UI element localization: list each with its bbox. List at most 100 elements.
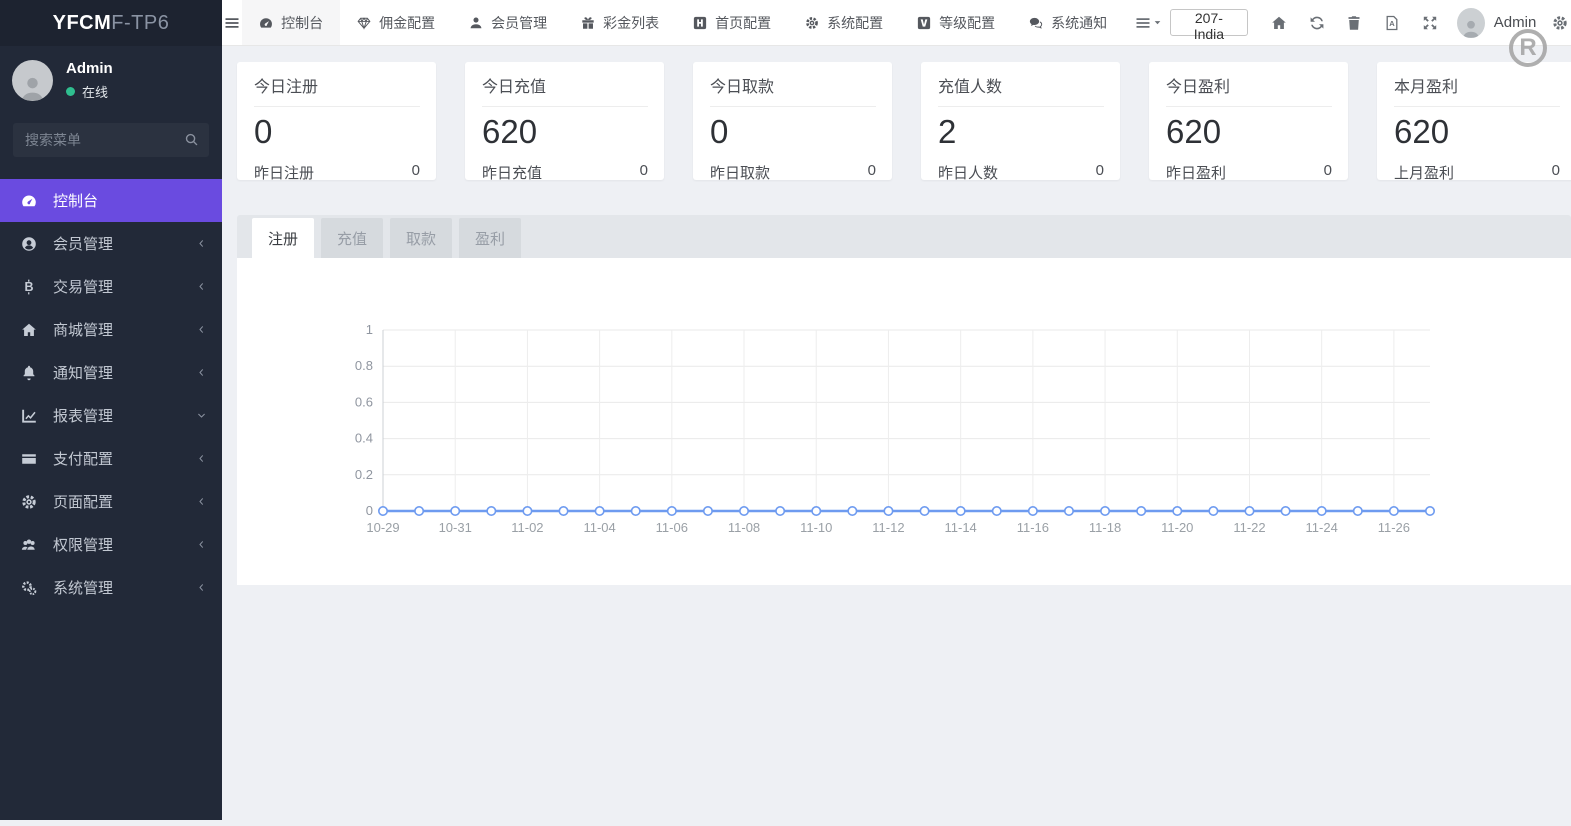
topbar-item-member-manage[interactable]: 会员管理 xyxy=(452,0,564,45)
caret-down-icon[interactable] xyxy=(1153,18,1162,27)
search-icon[interactable] xyxy=(184,132,199,152)
sidebar-item-trade[interactable]: B 交易管理 xyxy=(0,265,222,308)
chevron-left-icon xyxy=(196,238,207,249)
stat-card-sub-value: 0 xyxy=(411,161,420,179)
tab-recharge[interactable]: 充值 xyxy=(321,218,384,258)
stat-card-title: 今日取款 xyxy=(710,79,775,96)
translate-icon[interactable]: A xyxy=(1373,15,1411,31)
refresh-icon[interactable] xyxy=(1298,15,1336,31)
topbar-item-commission[interactable]: 佣金配置 xyxy=(340,0,452,45)
stat-card-divider xyxy=(1394,106,1560,107)
settings-gear-icon[interactable] xyxy=(1552,15,1571,31)
sidebar-item-system[interactable]: 系统管理 xyxy=(0,566,222,609)
sidebar-item-report[interactable]: 报表管理 xyxy=(0,394,222,437)
tab-profit[interactable]: 盈利 xyxy=(459,218,522,258)
stat-card-sub-label: 昨日注册 xyxy=(254,164,315,182)
topbar-item-label: 系统通知 xyxy=(1051,14,1108,31)
topbar-menu: 控制台 佣金配置 会员管理 彩金列表 首页配置 系统配置 等级配置 系统通知 xyxy=(242,0,1124,45)
svg-text:0.2: 0.2 xyxy=(355,467,373,482)
stat-card-title: 本月盈利 xyxy=(1394,79,1459,96)
svg-text:0.8: 0.8 xyxy=(355,358,373,373)
app-logo[interactable]: YFCM F-TP6 xyxy=(0,0,222,46)
avatar[interactable] xyxy=(12,60,53,101)
topbar-item-label: 会员管理 xyxy=(491,14,548,31)
tab-withdraw[interactable]: 取款 xyxy=(390,218,453,258)
site-selector-button[interactable]: 207-India xyxy=(1169,9,1248,42)
tabs-list-icon[interactable] xyxy=(1124,15,1162,31)
stat-card-sub-label: 昨日取款 xyxy=(710,164,771,182)
sidebar-item-page[interactable]: 页面配置 xyxy=(0,480,222,523)
credit-card-icon xyxy=(21,451,40,467)
logo-text-bold: YFCM xyxy=(52,11,112,34)
sidebar-item-permission[interactable]: 权限管理 xyxy=(0,523,222,566)
stat-card-title: 充值人数 xyxy=(938,79,1003,96)
user-avatar[interactable] xyxy=(1457,7,1485,38)
svg-text:B: B xyxy=(24,280,33,294)
user-circle-icon xyxy=(21,236,40,252)
sidebar-item-member[interactable]: 会员管理 xyxy=(0,222,222,265)
topbar-item-label: 首页配置 xyxy=(715,14,772,31)
user-status: 在线 xyxy=(66,82,113,101)
v-square-icon xyxy=(917,16,931,30)
logo-text-rest: F-TP6 xyxy=(111,11,170,34)
topbar-item-label: 彩金列表 xyxy=(603,14,660,31)
stat-card-sub-value: 0 xyxy=(1323,161,1332,179)
stat-card-divider xyxy=(1166,106,1332,107)
topbar-user-name[interactable]: Admin xyxy=(1493,14,1537,31)
stat-card-divider xyxy=(482,106,648,107)
sidebar-item-dashboard[interactable]: 控制台 xyxy=(0,179,222,222)
stats-panel: 注册 充值 取款 盈利 0 0.2 0.4 0.6 0.8 1 10-29 10-31 11-02 11… xyxy=(237,215,1571,585)
chevron-down-icon xyxy=(196,410,207,421)
users-icon xyxy=(21,537,40,553)
online-dot-icon xyxy=(66,87,75,96)
gift-icon xyxy=(581,16,595,30)
sidebar-toggle-button[interactable] xyxy=(222,0,242,45)
sidebar-item-notice[interactable]: 通知管理 xyxy=(0,351,222,394)
svg-text:11-22: 11-22 xyxy=(1233,520,1265,535)
menu-search xyxy=(13,123,209,157)
chevron-left-icon xyxy=(196,496,207,507)
topbar-item-label: 系统配置 xyxy=(827,14,884,31)
sidebar-item-label: 报表管理 xyxy=(53,408,114,425)
stat-card-footer: 上月盈利 0 xyxy=(1394,162,1560,183)
sidebar-item-label: 页面配置 xyxy=(53,494,114,511)
topbar-right: 207-India A Admin xyxy=(1124,0,1571,45)
chevron-left-icon xyxy=(196,582,207,593)
svg-text:0.6: 0.6 xyxy=(355,394,373,409)
stat-card-today-withdraw: 今日取款 0 昨日取款 0 xyxy=(693,62,892,182)
sidebar-item-label: 控制台 xyxy=(53,193,99,210)
topbar-item-bonus-list[interactable]: 彩金列表 xyxy=(564,0,676,45)
chevron-left-icon xyxy=(196,367,207,378)
stat-card-sub-value: 0 xyxy=(867,161,876,179)
cogs-icon xyxy=(21,580,40,596)
sidebar-item-payment[interactable]: 支付配置 xyxy=(0,437,222,480)
topbar-item-system-config[interactable]: 系统配置 xyxy=(788,0,900,45)
stat-card-sub-value: 0 xyxy=(1095,161,1104,179)
svg-text:11-20: 11-20 xyxy=(1161,520,1193,535)
svg-text:11-18: 11-18 xyxy=(1089,520,1121,535)
tachometer-icon xyxy=(21,193,40,209)
sidebar-item-mall[interactable]: 商城管理 xyxy=(0,308,222,351)
sidebar-item-label: 通知管理 xyxy=(53,365,114,382)
stat-card-divider xyxy=(710,106,876,107)
gear-icon xyxy=(21,494,40,510)
svg-text:10-31: 10-31 xyxy=(439,520,472,535)
topbar-item-dashboard[interactable]: 控制台 xyxy=(242,0,341,45)
svg-text:11-10: 11-10 xyxy=(800,520,832,535)
topbar-item-label: 控制台 xyxy=(281,14,324,31)
home-icon[interactable] xyxy=(1260,15,1298,31)
tab-register[interactable]: 注册 xyxy=(252,218,315,258)
svg-text:11-02: 11-02 xyxy=(511,520,543,535)
topbar-item-system-notice[interactable]: 系统通知 xyxy=(1012,0,1124,45)
trash-icon[interactable] xyxy=(1336,15,1374,31)
sidebar-item-label: 商城管理 xyxy=(53,322,114,339)
registrations-line-chart: 0 0.2 0.4 0.6 0.8 1 10-29 10-31 11-02 11-04 11-06 1… xyxy=(355,322,1436,535)
bell-icon xyxy=(21,365,40,381)
gear-icon xyxy=(805,16,819,30)
fullscreen-icon[interactable] xyxy=(1411,15,1449,31)
search-input[interactable] xyxy=(13,123,209,157)
topbar-item-level-config[interactable]: 等级配置 xyxy=(900,0,1012,45)
topbar-item-home-config[interactable]: 首页配置 xyxy=(676,0,788,45)
topbar-item-label: 佣金配置 xyxy=(379,14,436,31)
stat-card-value: 2 xyxy=(938,113,957,150)
